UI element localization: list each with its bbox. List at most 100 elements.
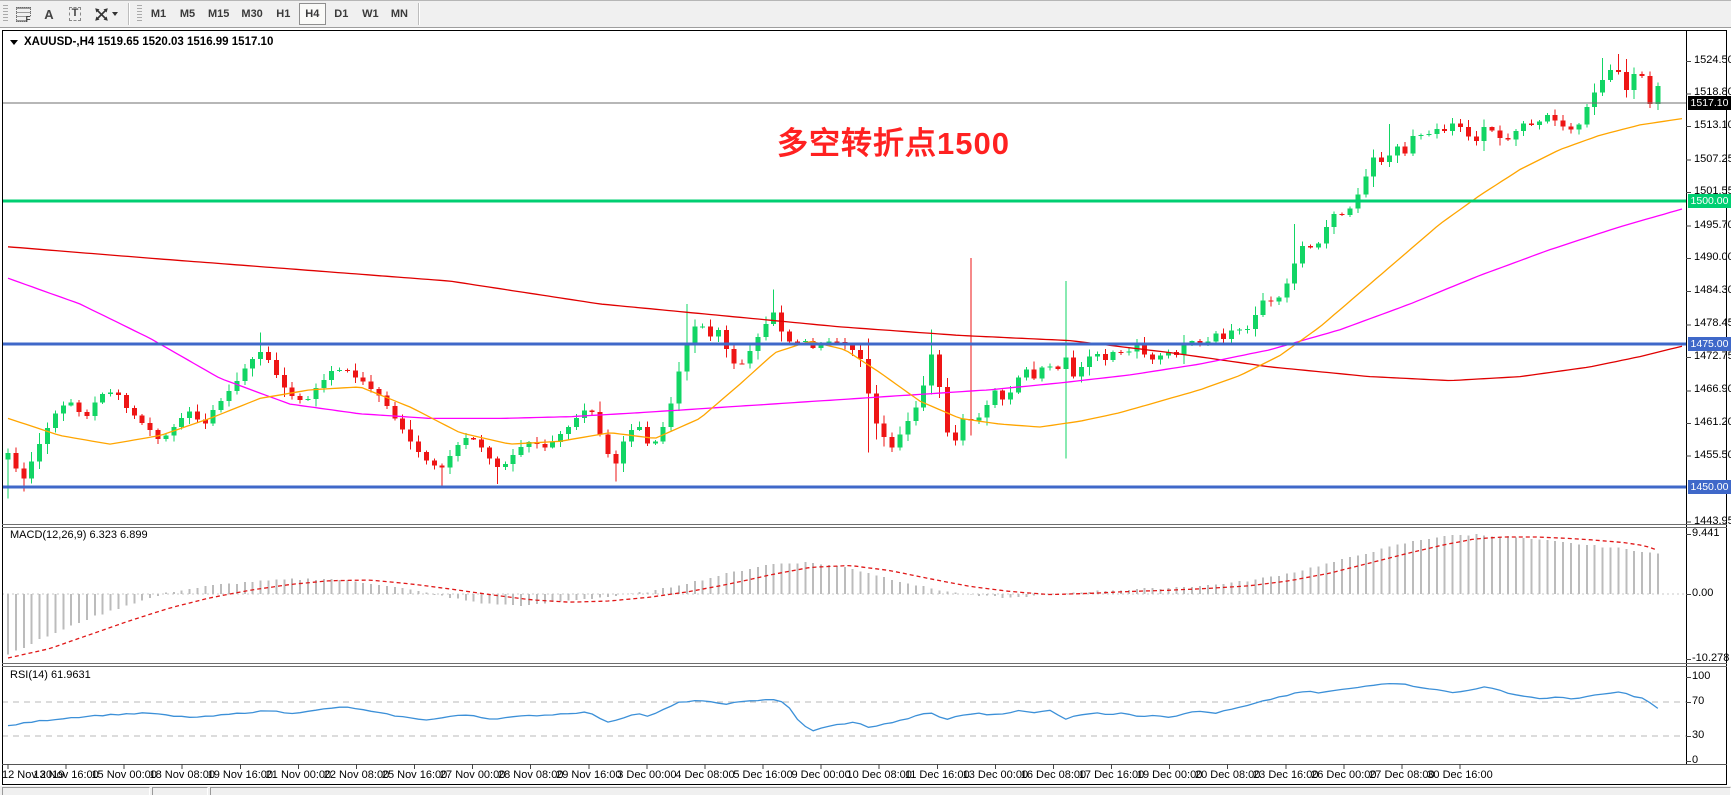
candle-body <box>100 394 106 403</box>
date-axis-label: 28 Nov 08:00 <box>498 769 564 781</box>
timeframe-button-mn[interactable]: MN <box>386 3 413 25</box>
toolbar-separator <box>417 3 420 25</box>
candle-body <box>771 312 777 324</box>
candle-body <box>818 345 824 348</box>
toolbar-grip[interactable] <box>137 5 142 23</box>
candle-body <box>1039 367 1045 379</box>
candle-body <box>936 354 942 387</box>
date-axis-label: 11 Dec 16:00 <box>904 769 970 781</box>
date-axis-label: 21 Nov 00:00 <box>265 769 332 781</box>
candle-body <box>700 326 706 328</box>
candle-body <box>423 452 429 461</box>
status-bar <box>0 786 1731 795</box>
date-axis-label: 18 Nov 08:00 <box>149 769 215 781</box>
candle-body <box>1205 341 1211 343</box>
date-axis-label: 22 Nov 08:00 <box>323 769 390 781</box>
chevron-down-icon <box>112 12 118 16</box>
candle-body <box>21 468 27 479</box>
candle-body <box>573 418 579 427</box>
candle-body <box>344 369 350 371</box>
macd-pane[interactable] <box>2 528 1686 662</box>
price-axis-label: 1478.45 <box>1694 317 1731 330</box>
candle-body <box>116 392 122 396</box>
timeframe-button-m30[interactable]: M30 <box>236 3 267 25</box>
candle-body <box>68 402 74 406</box>
candle-body <box>763 323 769 338</box>
candle-body <box>1465 126 1471 137</box>
chart-annotation-text[interactable]: 多空转折点1500 <box>777 126 1010 161</box>
candle-body <box>218 400 224 411</box>
price-axis-label: 1495.70 <box>1694 218 1731 231</box>
price-axis-label: 1507.25 <box>1694 152 1731 165</box>
price-axis-label: 1484.30 <box>1694 283 1731 296</box>
candle-body <box>739 363 745 365</box>
candle-body <box>708 326 714 337</box>
candle-body <box>1592 92 1598 108</box>
candle-body <box>621 441 627 464</box>
candle-body <box>834 341 840 343</box>
rsi-pane[interactable] <box>2 667 1686 764</box>
timeframe-button-m1[interactable]: M1 <box>145 3 172 25</box>
text-label-button[interactable]: A <box>37 3 61 25</box>
candle-body <box>1189 341 1195 344</box>
timeframe-button-m15[interactable]: M15 <box>203 3 234 25</box>
candle-body <box>415 441 421 453</box>
arrow-tool-button[interactable] <box>89 3 123 25</box>
price-axis-label: 1490.00 <box>1694 251 1731 264</box>
candle-body <box>329 371 335 381</box>
chart-window-border <box>2 30 1727 785</box>
toolbar-grip[interactable] <box>3 5 8 23</box>
candle-body <box>1379 157 1385 162</box>
candle-body <box>637 426 643 430</box>
candle-body <box>676 371 682 404</box>
tile-windows-button[interactable]: F <box>11 3 35 25</box>
status-panel <box>2 787 150 795</box>
candle-body <box>992 390 998 406</box>
candle-body <box>1513 130 1519 140</box>
candle-body <box>5 452 11 460</box>
text-box-button[interactable]: T <box>63 3 87 25</box>
candle-body <box>123 395 129 408</box>
candle-body <box>1521 123 1527 131</box>
candle-body <box>1252 314 1258 329</box>
candle-body <box>1008 392 1014 400</box>
price-axis-label: 1472.75 <box>1694 349 1731 362</box>
toolbar-separator <box>128 3 130 25</box>
candle-body <box>202 419 208 424</box>
chart-title-text: XAUUSD-,H4 1519.65 1520.03 1516.99 1517.… <box>24 36 274 48</box>
main-chart-pane[interactable] <box>2 30 1686 523</box>
candle-body <box>984 405 990 418</box>
candle-body <box>1639 73 1645 76</box>
date-axis-label: 10 Dec 08:00 <box>846 769 912 781</box>
candle-body <box>297 396 303 400</box>
date-axis-label: 9 Dec 00:00 <box>791 769 851 781</box>
candle-body <box>715 330 721 337</box>
chart-title[interactable]: XAUUSD-,H4 1519.65 1520.03 1516.99 1517.… <box>10 36 273 48</box>
date-axis-label: 19 Dec 00:00 <box>1136 769 1203 781</box>
ma-slow-red-line <box>7 246 1683 382</box>
text-label-icon: A <box>44 6 54 22</box>
candle-body <box>1094 353 1100 357</box>
candle-body <box>1505 138 1511 140</box>
price-axis-label: 1513.10 <box>1694 119 1731 132</box>
candle-body <box>644 426 650 444</box>
timeframe-button-h4[interactable]: H4 <box>298 3 326 25</box>
price-tag-1517.10: 1517.10 <box>1688 96 1731 111</box>
candle-body <box>1158 355 1164 360</box>
ma-mid-magenta-line <box>7 208 1683 420</box>
candle-body <box>376 388 382 396</box>
candle-body <box>1339 213 1345 216</box>
timeframe-button-d1[interactable]: D1 <box>328 3 355 25</box>
candle-body <box>510 454 516 464</box>
candle-body <box>613 454 619 464</box>
candle-body <box>747 350 753 364</box>
timeframe-button-m5[interactable]: M5 <box>174 3 201 25</box>
candle-body <box>1110 351 1116 361</box>
timeframe-button-h1[interactable]: H1 <box>270 3 297 25</box>
candle-body <box>1615 70 1621 73</box>
candle-body <box>266 352 272 360</box>
timeframe-button-w1[interactable]: W1 <box>357 3 384 25</box>
